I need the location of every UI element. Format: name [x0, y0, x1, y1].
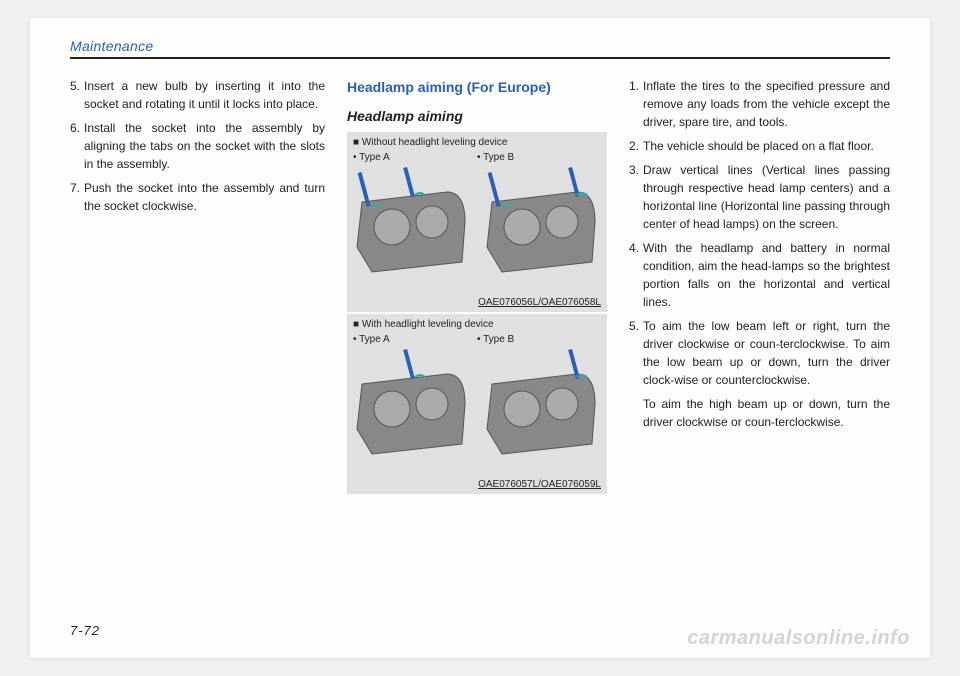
- manual-page: Maintenance 5. Insert a new bulb by inse…: [30, 18, 930, 658]
- diagram-reference: OAE076057L/OAE076059L: [478, 477, 601, 492]
- type-b-label: • Type B: [477, 332, 601, 347]
- column-left: 5. Insert a new bulb by inserting it int…: [70, 77, 325, 496]
- page-number: 7-72: [70, 623, 100, 638]
- step-6: 6. Install the socket into the assembly …: [70, 119, 325, 173]
- type-a-label: • Type A: [353, 150, 477, 165]
- high-beam-note: To aim the high beam up or down, turn th…: [629, 395, 890, 431]
- diagram-reference: OAE076056L/OAE076058L: [478, 295, 601, 310]
- headlamp-type-a-svg: [347, 167, 477, 297]
- diagram-with-leveling: ■ With headlight leveling device • Type …: [347, 314, 607, 494]
- watermark: carmanualsonline.info: [687, 627, 910, 650]
- aiming-step-5: 5. To aim the low beam left or right, tu…: [629, 317, 890, 389]
- type-a-label: • Type A: [353, 332, 477, 347]
- aiming-step-4: 4. With the headlamp and battery in norm…: [629, 239, 890, 311]
- diagram-types-row: • Type A • Type B: [347, 150, 607, 167]
- aiming-subheading: Headlamp aiming: [347, 106, 607, 127]
- type-b-label: • Type B: [477, 150, 601, 165]
- diagram-caption: ■ Without headlight leveling device: [347, 132, 607, 150]
- aiming-step-3: 3. Draw vertical lines (Vertical lines p…: [629, 161, 890, 233]
- diagram-caption: ■ With headlight leveling device: [347, 314, 607, 332]
- aiming-heading: Headlamp aiming (For Europe): [347, 77, 607, 98]
- page-header: Maintenance: [70, 38, 890, 59]
- step-5: 5. Insert a new bulb by inserting it int…: [70, 77, 325, 113]
- headlamp-type-a-svg: [347, 349, 477, 479]
- column-center: Headlamp aiming (For Europe) Headlamp ai…: [347, 77, 607, 496]
- diagram-without-leveling: ■ Without headlight leveling device • Ty…: [347, 132, 607, 312]
- headlamp-illustrations: [347, 349, 607, 484]
- section-title: Maintenance: [70, 38, 890, 54]
- step-7: 7. Push the socket into the assembly and…: [70, 179, 325, 215]
- aiming-step-2: 2. The vehicle should be placed on a fla…: [629, 137, 890, 155]
- aiming-step-1: 1. Inflate the tires to the specified pr…: [629, 77, 890, 131]
- diagram-types-row: • Type A • Type B: [347, 332, 607, 349]
- headlamp-illustrations: [347, 167, 607, 302]
- column-right: 1. Inflate the tires to the specified pr…: [629, 77, 890, 496]
- content-columns: 5. Insert a new bulb by inserting it int…: [70, 77, 890, 496]
- headlamp-type-b-svg: [477, 167, 607, 297]
- headlamp-type-b-svg: [477, 349, 607, 479]
